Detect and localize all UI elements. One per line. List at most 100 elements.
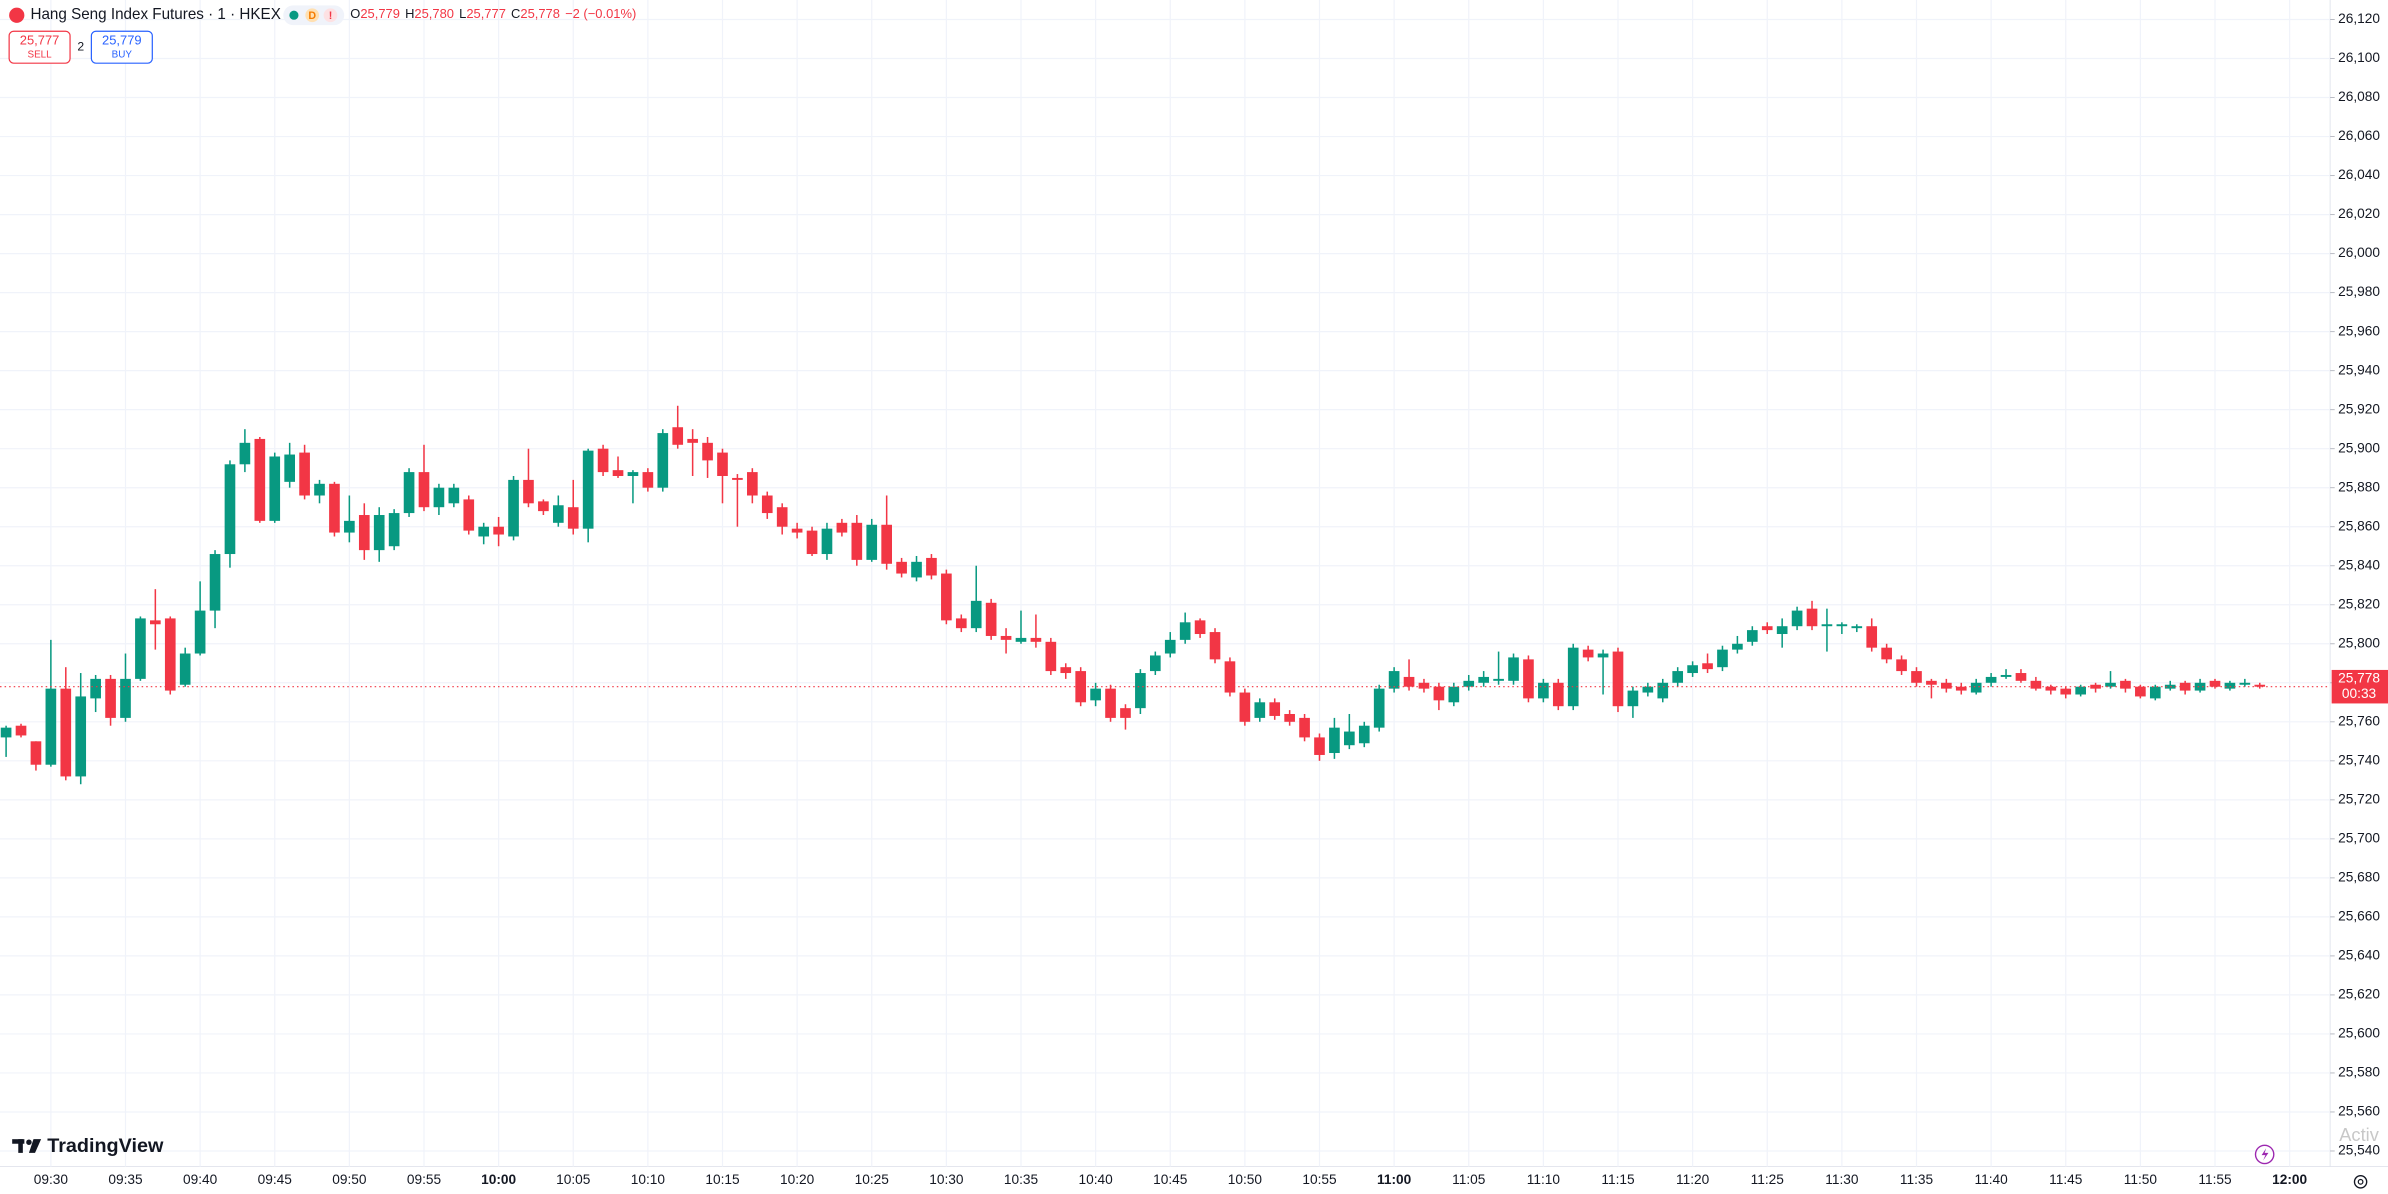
candle-body [135, 618, 146, 679]
change: −2 (−0.01%) [565, 7, 636, 22]
candle-body [1612, 651, 1624, 707]
last-price: 25,778 [2338, 671, 2380, 686]
candle-body [1000, 635, 1012, 640]
candle-body [955, 618, 967, 629]
candle-body [493, 526, 504, 535]
candle-body [926, 557, 937, 576]
ohlc-key: H [405, 7, 414, 22]
candle-body [1896, 659, 1907, 672]
candle-body [1717, 649, 1728, 668]
candle-body [1821, 624, 1833, 627]
badge-delayed: D [308, 10, 316, 22]
candle-body [1687, 665, 1698, 674]
y-tick-label: 25,920 [2338, 401, 2380, 416]
candle-body [2135, 686, 2146, 697]
candle-body [478, 526, 490, 537]
candle-body [1433, 686, 1445, 701]
y-tick-label: 26,040 [2338, 167, 2380, 182]
buy-button[interactable]: 25,779 BUY [90, 30, 153, 64]
candle-body [299, 452, 310, 496]
symbol-icon[interactable] [9, 7, 25, 23]
candle-body [150, 620, 161, 625]
candle-body [1657, 682, 1669, 699]
y-tick-label: 25,680 [2338, 869, 2380, 884]
candle-body [1836, 624, 1848, 627]
candle-body [597, 448, 609, 473]
candle-body [1552, 682, 1564, 707]
settings-button[interactable] [2353, 1175, 2368, 1189]
y-tick-label: 25,980 [2338, 284, 2380, 299]
x-tick-label: 10:40 [1078, 1172, 1113, 1187]
y-tick-label: 26,060 [2338, 128, 2380, 143]
y-tick-label: 25,820 [2338, 596, 2380, 611]
candle-body [1299, 717, 1310, 738]
y-tick-label: 25,840 [2338, 557, 2380, 572]
y-tick-label: 25,940 [2338, 362, 2380, 377]
x-tick-label: 11:25 [1751, 1172, 1785, 1187]
y-tick-label: 26,000 [2338, 245, 2380, 260]
sell-label[interactable]: SELL [28, 49, 53, 60]
candle-body [418, 472, 430, 508]
candle-body [2015, 673, 2027, 681]
candle-body [358, 515, 370, 551]
y-tick-label: 25,620 [2338, 987, 2380, 1002]
candle-body [1523, 659, 1534, 699]
y-tick-label: 25,900 [2338, 440, 2380, 455]
candle-body [687, 438, 698, 443]
x-tick-label: 09:30 [34, 1172, 69, 1187]
candle-body [1194, 620, 1206, 635]
candle-body [732, 477, 743, 480]
x-tick-label: 10:20 [780, 1172, 815, 1187]
y-tick-label: 25,660 [2338, 909, 2380, 924]
buy-price[interactable]: 25,779 [102, 33, 142, 48]
brand-name[interactable]: TradingView [47, 1135, 164, 1157]
candle-body [1358, 725, 1370, 744]
buy-label[interactable]: BUY [112, 49, 133, 60]
y-tick-label: 26,080 [2338, 89, 2380, 104]
market-status-dot [289, 10, 299, 20]
logo-part [28, 1139, 42, 1153]
logo-part [18, 1139, 23, 1153]
x-tick-label: 11:10 [1527, 1172, 1561, 1187]
y-tick-label: 26,120 [2338, 11, 2380, 26]
candle-body [1493, 678, 1504, 681]
candle-body [2194, 682, 2206, 691]
candle-body [1075, 671, 1087, 703]
candle-body [60, 688, 72, 777]
candle-body [239, 442, 251, 465]
x-tick-label: 11:35 [1900, 1172, 1934, 1187]
y-tick-label: 25,560 [2338, 1104, 2380, 1119]
x-tick-label: 10:05 [556, 1172, 591, 1187]
candle-body [896, 561, 907, 574]
candle-body [851, 522, 863, 560]
candle-body [1239, 692, 1251, 722]
candle-body [120, 678, 131, 718]
x-tick-label: 09:45 [258, 1172, 293, 1187]
sell-button[interactable]: 25,777 SELL [8, 30, 71, 64]
candle-body [985, 602, 997, 636]
candle-body [1776, 626, 1788, 635]
brand-logo[interactable]: TradingView [12, 1135, 164, 1157]
candle-body [1538, 682, 1549, 699]
x-tick-label: 10:45 [1153, 1172, 1188, 1187]
lightning-icon [2261, 1148, 2269, 1161]
candle-body [1373, 688, 1385, 728]
sell-box[interactable] [8, 30, 71, 64]
buy-box[interactable] [90, 30, 153, 64]
candle-body [657, 433, 669, 488]
candle-body [1881, 647, 1892, 660]
sell-price[interactable]: 25,777 [20, 33, 60, 48]
candle-body [508, 479, 519, 537]
candle-body [1463, 680, 1475, 687]
lightning-button[interactable] [2254, 1144, 2275, 1165]
x-tick-label: 11:40 [1974, 1172, 2008, 1187]
candle-body [1955, 686, 1967, 691]
candle-body [314, 483, 325, 496]
symbol-title[interactable]: Hang Seng Index Futures · 1 · HKEX [30, 6, 280, 23]
candle-body [344, 520, 355, 533]
candle-body [1761, 626, 1773, 631]
y-tick-label: 25,740 [2338, 752, 2380, 767]
